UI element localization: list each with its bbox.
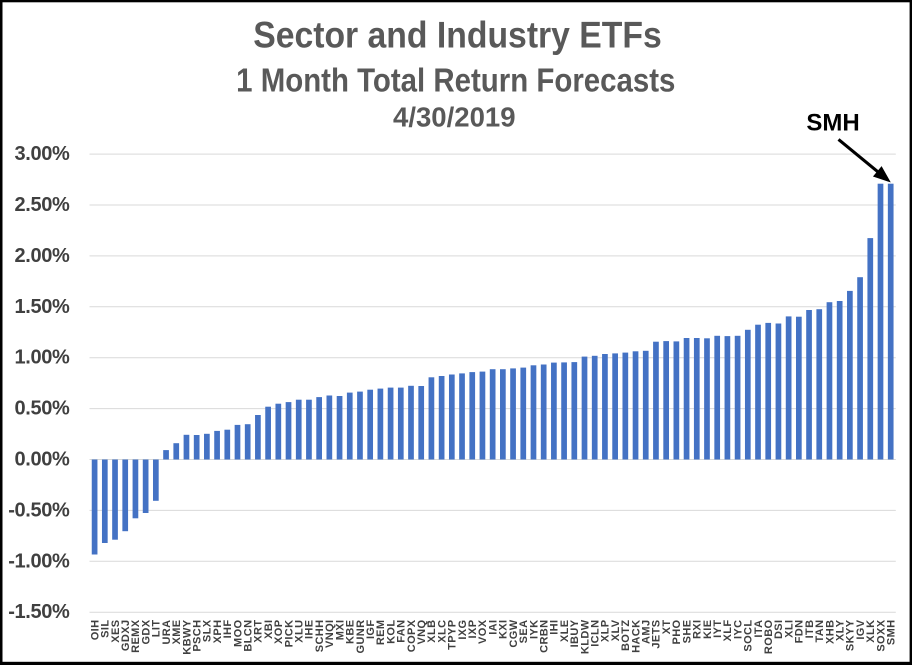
svg-text:IAI: IAI xyxy=(487,620,499,635)
svg-text:XLV: XLV xyxy=(610,619,622,641)
svg-text:SKYY: SKYY xyxy=(845,619,857,651)
svg-text:OIH: OIH xyxy=(89,620,101,641)
svg-text:ROBO: ROBO xyxy=(763,619,775,654)
svg-text:IHI: IHI xyxy=(549,620,561,635)
svg-text:PHO: PHO xyxy=(671,619,683,644)
svg-text:-1.00%: -1.00% xyxy=(8,550,70,572)
svg-text:REM: REM xyxy=(375,620,387,646)
svg-text:GDXJ: GDXJ xyxy=(120,620,132,652)
svg-text:PSCH: PSCH xyxy=(191,620,203,652)
svg-text:XPH: XPH xyxy=(212,620,224,644)
svg-text:SCHH: SCHH xyxy=(314,620,326,653)
svg-text:KBE: KBE xyxy=(345,620,357,644)
svg-text:COPX: COPX xyxy=(406,619,418,652)
svg-text:2.50%: 2.50% xyxy=(15,194,71,216)
svg-text:BLCN: BLCN xyxy=(242,620,254,652)
svg-text:VOX: VOX xyxy=(477,619,489,644)
svg-text:XLB: XLB xyxy=(426,620,438,643)
svg-text:SHE: SHE xyxy=(681,620,693,644)
svg-text:LIT: LIT xyxy=(151,620,163,638)
svg-text:KBWY: KBWY xyxy=(181,619,193,654)
svg-text:AMJ: AMJ xyxy=(641,620,653,644)
svg-text:HACK: HACK xyxy=(630,620,642,653)
svg-text:Sector and Industry ETFs: Sector and Industry ETFs xyxy=(253,14,662,56)
svg-text:SLX: SLX xyxy=(202,619,214,642)
svg-text:XLI: XLI xyxy=(783,620,795,638)
svg-text:GUNR: GUNR xyxy=(355,620,367,654)
svg-text:VNQI: VNQI xyxy=(324,620,336,649)
svg-text:MXI: MXI xyxy=(334,620,346,641)
svg-text:SMH: SMH xyxy=(806,110,859,137)
svg-text:FDN: FDN xyxy=(794,620,806,644)
svg-text:XT: XT xyxy=(661,620,673,635)
svg-text:TPYP: TPYP xyxy=(447,620,459,650)
svg-text:2.00%: 2.00% xyxy=(15,245,71,267)
svg-text:KLDW: KLDW xyxy=(579,619,591,654)
svg-text:IXG: IXG xyxy=(457,620,469,640)
svg-text:1 Month Total Return Forecasts: 1 Month Total Return Forecasts xyxy=(236,61,675,99)
svg-text:SOCL: SOCL xyxy=(743,620,755,652)
svg-text:RXI: RXI xyxy=(692,620,704,640)
svg-text:XLP: XLP xyxy=(600,620,612,643)
svg-text:ITB: ITB xyxy=(804,620,816,639)
svg-text:KXI: KXI xyxy=(498,620,510,640)
svg-text:XLK: XLK xyxy=(865,620,877,643)
svg-text:URA: URA xyxy=(161,620,173,645)
svg-text:4/30/2019: 4/30/2019 xyxy=(393,101,516,132)
svg-text:1.00%: 1.00% xyxy=(15,347,71,369)
svg-text:PICK: PICK xyxy=(283,620,295,648)
svg-text:ICLN: ICLN xyxy=(590,620,602,647)
svg-text:IYK: IYK xyxy=(528,620,540,640)
svg-text:IHE: IHE xyxy=(304,620,316,640)
svg-text:SIL: SIL xyxy=(100,620,112,638)
svg-text:XLE: XLE xyxy=(559,620,571,643)
svg-text:JETS: JETS xyxy=(651,620,663,649)
svg-text:XHB: XHB xyxy=(824,620,836,644)
svg-text:XRT: XRT xyxy=(253,620,265,643)
svg-text:XES: XES xyxy=(110,620,122,643)
svg-text:IBUY: IBUY xyxy=(569,619,581,647)
svg-text:IHF: IHF xyxy=(222,620,234,639)
svg-text:FAN: FAN xyxy=(396,620,408,643)
svg-text:SEA: SEA xyxy=(518,620,530,644)
svg-text:3.00%: 3.00% xyxy=(15,143,71,165)
svg-text:IGF: IGF xyxy=(365,620,377,640)
svg-text:KIE: KIE xyxy=(702,620,714,640)
svg-text:MOO: MOO xyxy=(232,619,244,647)
svg-text:IYT: IYT xyxy=(712,620,724,638)
svg-text:IXP: IXP xyxy=(467,620,479,639)
svg-text:TAN: TAN xyxy=(814,620,826,643)
svg-text:IYC: IYC xyxy=(732,620,744,640)
svg-text:XOP: XOP xyxy=(273,620,285,644)
svg-text:-0.50%: -0.50% xyxy=(8,499,70,521)
svg-text:VNQ: VNQ xyxy=(416,619,428,644)
svg-text:KOL: KOL xyxy=(385,620,397,644)
svg-text:0.50%: 0.50% xyxy=(15,398,71,420)
svg-text:0.00%: 0.00% xyxy=(15,449,71,471)
svg-text:IGV: IGV xyxy=(855,619,867,639)
svg-text:SOXX: SOXX xyxy=(875,619,887,651)
svg-text:-1.50%: -1.50% xyxy=(8,601,70,623)
svg-text:XBI: XBI xyxy=(263,620,275,640)
svg-text:DSI: DSI xyxy=(773,620,785,640)
svg-text:XME: XME xyxy=(171,620,183,645)
svg-text:GDX: GDX xyxy=(140,619,152,644)
svg-text:XLY: XLY xyxy=(834,619,846,641)
svg-text:XLU: XLU xyxy=(294,620,306,643)
svg-text:XLC: XLC xyxy=(436,620,448,643)
svg-text:REMX: REMX xyxy=(130,619,142,653)
svg-text:XLF: XLF xyxy=(722,620,734,642)
svg-text:CGW: CGW xyxy=(508,619,520,647)
svg-text:CRBN: CRBN xyxy=(538,620,550,653)
svg-text:BOTZ: BOTZ xyxy=(620,620,632,652)
svg-text:SMH: SMH xyxy=(886,620,898,646)
svg-text:1.50%: 1.50% xyxy=(15,296,71,318)
svg-text:ITA: ITA xyxy=(753,620,765,638)
